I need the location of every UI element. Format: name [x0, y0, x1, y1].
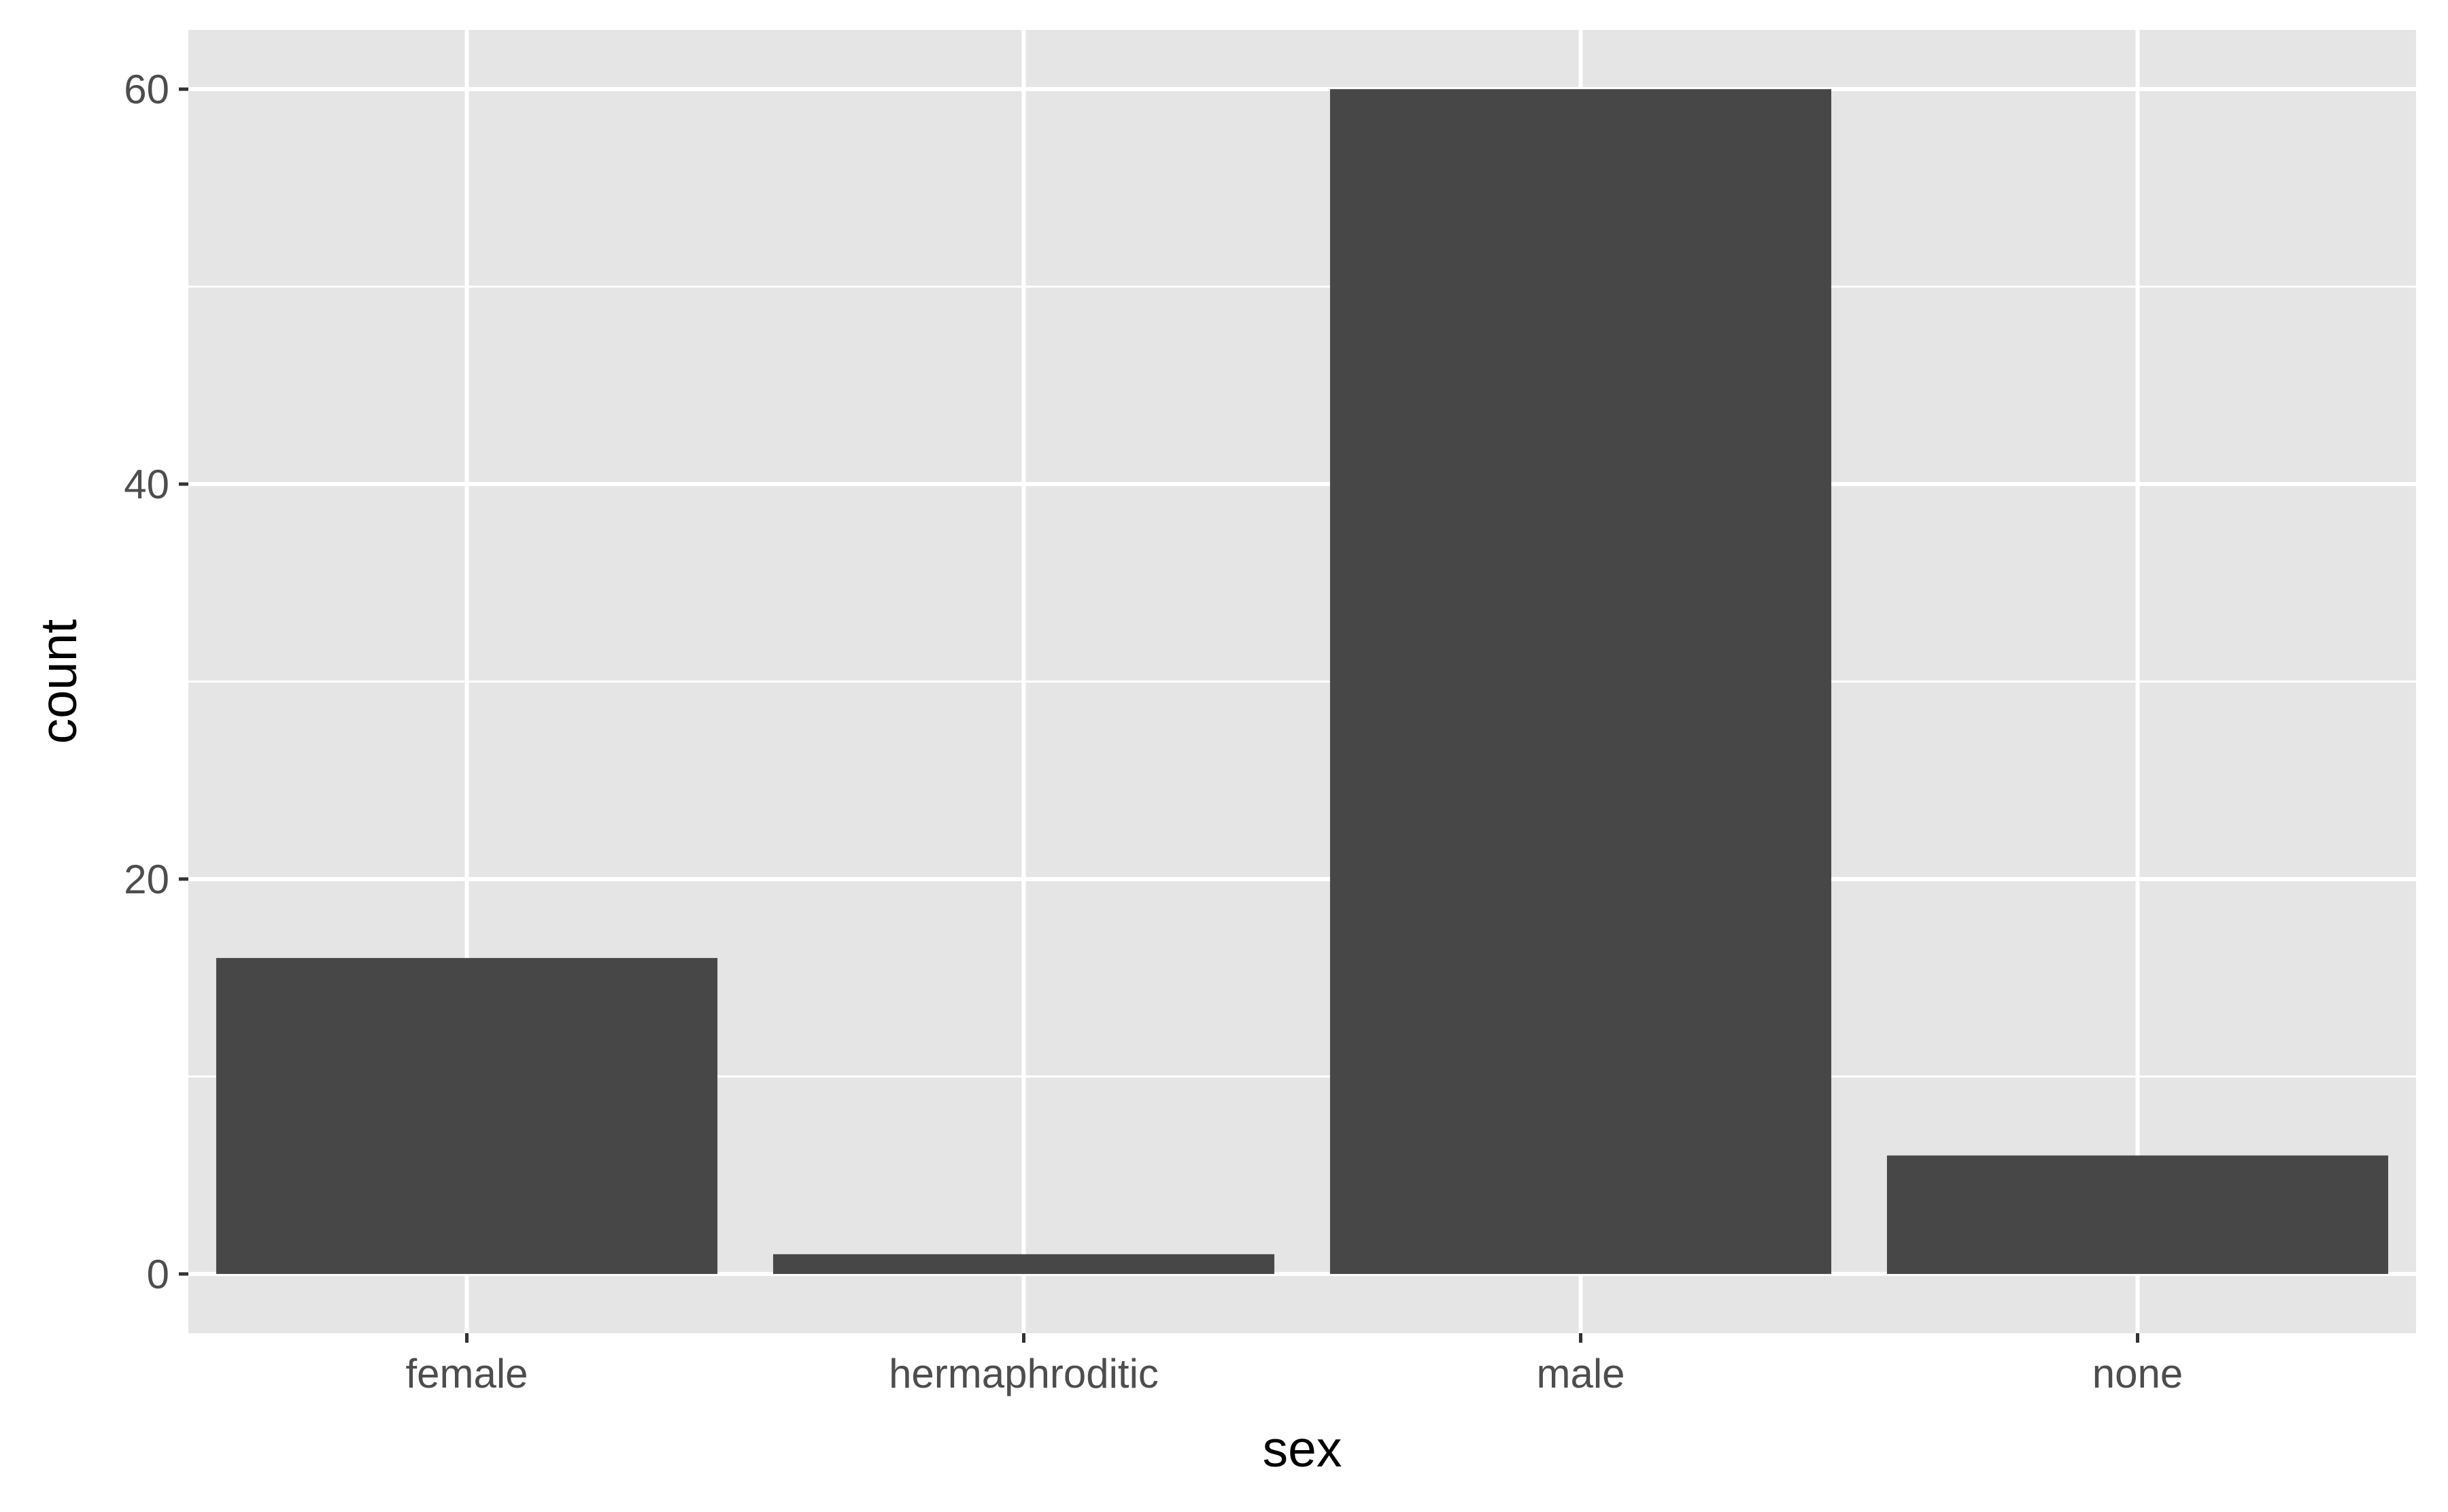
bar-female: [216, 958, 718, 1274]
y-tick-label: 60: [124, 67, 169, 112]
plot-panel: [188, 30, 2416, 1333]
x-tick-label: hermaphroditic: [889, 1351, 1159, 1396]
x-tick-label: female: [405, 1351, 528, 1396]
y-axis: 0 20 40 60: [124, 67, 188, 1297]
x-axis-title: sex: [1263, 1420, 1342, 1477]
x-tick-label: male: [1536, 1351, 1625, 1396]
bars: [216, 89, 2389, 1274]
bar-male: [1329, 89, 1832, 1274]
x-axis: female hermaphroditic male none: [405, 1333, 2183, 1396]
x-tick-label: none: [2092, 1351, 2183, 1396]
y-tick-label: 0: [147, 1252, 169, 1297]
bar-hermaphroditic: [772, 1254, 1275, 1274]
y-axis-title: count: [30, 619, 87, 744]
bar-none: [1886, 1155, 2389, 1274]
y-tick-label: 20: [124, 857, 169, 902]
y-tick-label: 40: [124, 462, 169, 507]
